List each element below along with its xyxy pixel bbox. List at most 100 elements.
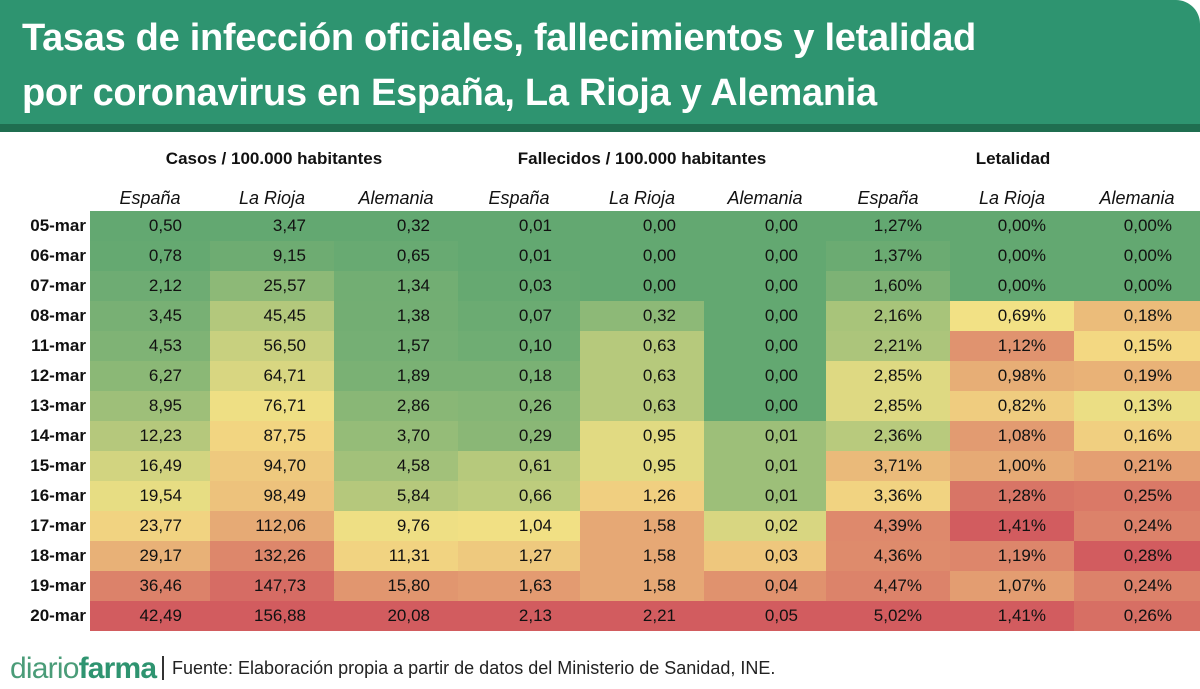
heatmap-cell: 0,32: [580, 301, 704, 331]
title-banner: [0, 0, 1200, 124]
heatmap-cell: 1,58: [580, 571, 704, 601]
heatmap-cell: 4,39%: [826, 511, 950, 541]
heatmap-cell: 1,26: [580, 481, 704, 511]
heatmap-cell: 0,02: [704, 511, 826, 541]
row-label: 12-mar: [30, 366, 86, 385]
footer: diariofarma Fuente: Elaboración propia a…: [0, 648, 1200, 689]
heatmap-cell: 8,95: [90, 391, 210, 421]
heatmap-cell: 0,00: [704, 271, 826, 301]
heatmap-cell: 1,41%: [950, 601, 1074, 631]
heatmap-cell: 20,08: [334, 601, 458, 631]
chart-title-line-1: Tasas de infección oficiales, fallecimie…: [22, 17, 976, 59]
heatmap-cell: 9,15: [210, 241, 334, 271]
heatmap-cell: 0,00%: [1074, 211, 1200, 241]
chart-title-line-2: por coronavirus en España, La Rioja y Al…: [22, 72, 877, 114]
heatmap-cell: 42,49: [90, 601, 210, 631]
heatmap-cell: 6,27: [90, 361, 210, 391]
title-banner-strip: [0, 124, 1200, 132]
heatmap-cell: 29,17: [90, 541, 210, 571]
column-header-letalidad-la-rioja: La Rioja: [978, 188, 1046, 208]
diariofarma-logo: diariofarma: [10, 652, 157, 686]
heatmap-cell: 1,19%: [950, 541, 1074, 571]
group-header-letalidad: Letalidad: [975, 149, 1051, 168]
heatmap-cell: 0,19%: [1074, 361, 1200, 391]
heatmap-cell: 0,15%: [1074, 331, 1200, 361]
heatmap-cell: 1,34: [334, 271, 458, 301]
heatmap-cell: 94,70: [210, 451, 334, 481]
heatmap-cell: 2,21: [580, 601, 704, 631]
column-header-letalidad-alemania: Alemania: [1099, 188, 1175, 208]
heatmap-cell: 2,36%: [826, 421, 950, 451]
heatmap-cell: 0,04: [704, 571, 826, 601]
heatmap-cell: 1,08%: [950, 421, 1074, 451]
heatmap-cell: 1,00%: [950, 451, 1074, 481]
heatmap-cell: 1,38: [334, 301, 458, 331]
row-label: 06-mar: [30, 246, 86, 265]
source-note: Fuente: Elaboración propia a partir de d…: [172, 658, 776, 678]
heatmap-cell: 1,07%: [950, 571, 1074, 601]
row-label: 13-mar: [30, 396, 86, 415]
row-label: 18-mar: [30, 546, 86, 565]
row-label: 19-mar: [30, 576, 86, 595]
heatmap-cell: 0,00: [704, 241, 826, 271]
heatmap-cell: 0,01: [704, 421, 826, 451]
heatmap-cell: 0,00%: [950, 241, 1074, 271]
heatmap-cell: 11,31: [334, 541, 458, 571]
column-header-fallecidos-la-rioja: La Rioja: [608, 188, 676, 208]
heatmap-cell: 0,26: [458, 391, 580, 421]
heatmap-cell: 0,00: [580, 211, 704, 241]
heatmap-cell: 45,45: [210, 301, 334, 331]
heatmap-cell: 0,00: [704, 331, 826, 361]
heatmap-cell: 0,05: [704, 601, 826, 631]
logo-text-diario: diario: [10, 652, 79, 685]
heatmap-cell: 0,25%: [1074, 481, 1200, 511]
heatmap-cell: 0,18: [458, 361, 580, 391]
heatmap-cell: 0,50: [90, 211, 210, 241]
heatmap-cell: 5,02%: [826, 601, 950, 631]
group-header-casos: Casos / 100.000 habitantes: [165, 149, 383, 168]
heatmap-cell: 1,04: [458, 511, 580, 541]
row-label: 14-mar: [30, 426, 86, 445]
heatmap-cell: 1,27%: [826, 211, 950, 241]
heatmap-cell: 4,53: [90, 331, 210, 361]
heatmap-cell: 0,63: [580, 331, 704, 361]
heatmap-cell: 0,00: [704, 301, 826, 331]
heatmap-cell: 4,58: [334, 451, 458, 481]
row-label: 15-mar: [30, 456, 86, 475]
heatmap-cell: 0,21%: [1074, 451, 1200, 481]
heatmap-cell: 2,12: [90, 271, 210, 301]
heatmap-cell: 0,00: [580, 241, 704, 271]
heatmap-cell: 112,06: [210, 511, 334, 541]
heatmap-cell: 0,98%: [950, 361, 1074, 391]
heatmap-cell: 132,26: [210, 541, 334, 571]
footer-separator: [162, 656, 164, 680]
heatmap-cell: 0,00%: [950, 211, 1074, 241]
heatmap-cell: 0,00: [704, 391, 826, 421]
heatmap-cell: 1,41%: [950, 511, 1074, 541]
heatmap-cell: 98,49: [210, 481, 334, 511]
heatmap-cell: 0,26%: [1074, 601, 1200, 631]
row-label: 16-mar: [30, 486, 86, 505]
heatmap-cell: 0,01: [458, 211, 580, 241]
heatmap-cell: 3,47: [210, 211, 334, 241]
heatmap-cell: 0,00: [704, 211, 826, 241]
heatmap-cell: 156,88: [210, 601, 334, 631]
column-header-casos-la-rioja: La Rioja: [238, 188, 306, 208]
heatmap-cell: 1,63: [458, 571, 580, 601]
heatmap-cell: 3,45: [90, 301, 210, 331]
heatmap-cell: 1,60%: [826, 271, 950, 301]
heatmap-cell: 3,71%: [826, 451, 950, 481]
heatmap-cell: 0,69%: [950, 301, 1074, 331]
heatmap-cell: 0,00: [580, 271, 704, 301]
heatmap-cell: 0,95: [580, 421, 704, 451]
heatmap-cell: 9,76: [334, 511, 458, 541]
heatmap-cell: 5,84: [334, 481, 458, 511]
heatmap-cell: 1,37%: [826, 241, 950, 271]
heatmap-cell: 1,58: [580, 511, 704, 541]
heatmap-cell: 3,70: [334, 421, 458, 451]
column-header-letalidad-espana: España: [857, 188, 919, 208]
heatmap-cell: 0,01: [704, 451, 826, 481]
heatmap-cell: 19,54: [90, 481, 210, 511]
heatmap-cell: 0,63: [580, 361, 704, 391]
row-label: 11-mar: [31, 336, 86, 355]
